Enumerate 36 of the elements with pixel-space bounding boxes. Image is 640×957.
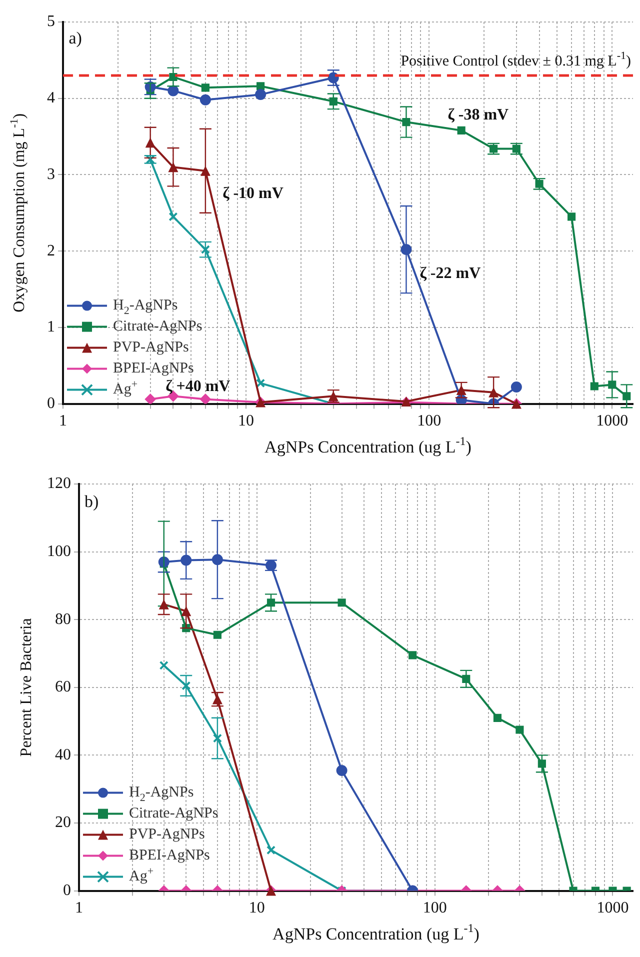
legend-label: BPEI-AgNPs	[113, 360, 194, 377]
legend-label: Ag+	[129, 865, 154, 885]
annotation: b)	[84, 492, 99, 511]
legend-label: PVP-AgNPs	[129, 826, 206, 843]
legend-label: Citrate-AgNPs	[113, 318, 202, 335]
x-tick-label: 10	[248, 900, 265, 917]
y-tick-label: 20	[55, 814, 71, 832]
y-tick-label: 1	[47, 318, 55, 336]
y-tick-label: 3	[47, 166, 55, 183]
annotation: ζ +40 mV	[166, 378, 231, 396]
annotation: a)	[68, 28, 82, 48]
legend-label: Citrate-AgNPs	[129, 806, 218, 822]
y-tick-label: 2	[47, 242, 55, 260]
x-tick-label: 100	[417, 412, 442, 430]
y-tick-label: 80	[55, 610, 71, 628]
y-tick-label: 5	[47, 13, 55, 30]
y-tick-label: 60	[55, 678, 71, 696]
y-tick-label: 40	[55, 746, 71, 764]
y-tick-label: 4	[47, 90, 55, 107]
x-tick-label: 1000	[596, 412, 628, 430]
x-tick-label: 10	[238, 412, 254, 430]
annotation: ζ -10 mV	[222, 184, 284, 202]
x-tick-label: 1000	[596, 900, 629, 917]
x-tick-label: 100	[422, 900, 447, 917]
y-axis-title: Oxygen Consumption (mg L-1)	[8, 113, 28, 312]
annotation: ζ -22 mV	[420, 265, 482, 282]
legend-label: BPEI-AgNPs	[129, 848, 210, 864]
y-tick-label: 0	[63, 882, 71, 900]
legend-label: Ag+	[113, 378, 138, 398]
y-axis-title: Percent Live Bacteria	[18, 618, 36, 757]
annotation: ζ -38 mV	[448, 106, 510, 124]
legend-label: PVP-AgNPs	[113, 340, 190, 356]
y-tick-label: 0	[47, 395, 55, 412]
x-tick-label: 1	[75, 900, 83, 917]
y-tick-label: 100	[47, 543, 71, 560]
y-tick-label: 120	[47, 475, 71, 492]
